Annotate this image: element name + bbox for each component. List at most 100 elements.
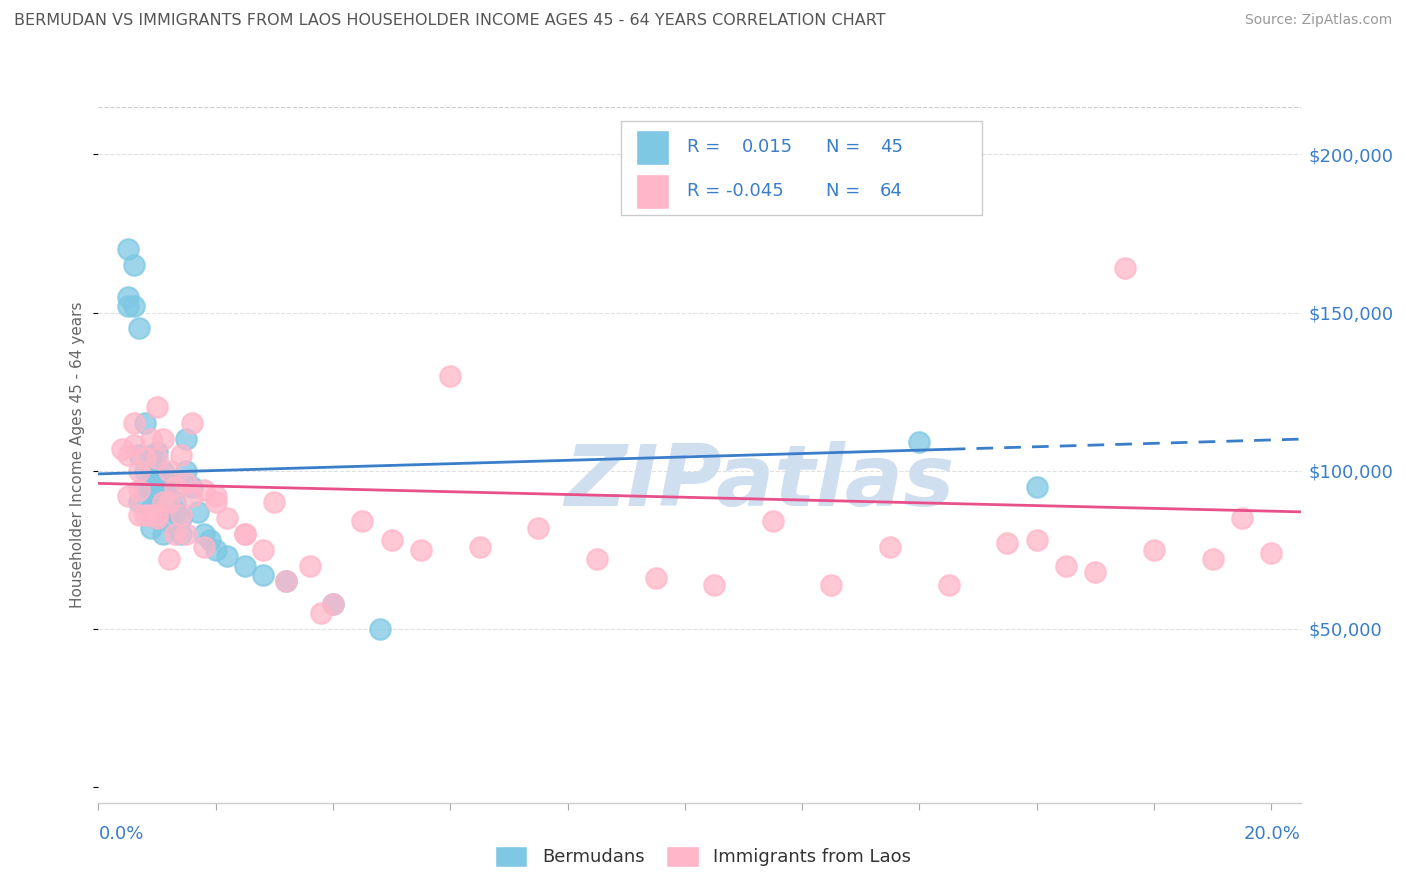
Point (263, 495, 285, 509)
Point (176, 464, 198, 478)
Point (703, 577, 725, 591)
Point (111, 442, 134, 456)
Point (193, 527, 215, 541)
Point (146, 508, 169, 522)
Point (128, 508, 150, 522)
Point (134, 508, 156, 522)
Point (198, 533, 221, 548)
Point (252, 542, 274, 557)
Y-axis label: Householder Income Ages 45 - 64 years: Householder Income Ages 45 - 64 years (70, 301, 86, 608)
Point (163, 495, 186, 509)
Point (274, 574, 297, 589)
FancyBboxPatch shape (636, 174, 669, 209)
Point (1084, 565, 1107, 579)
Point (117, 243, 139, 257)
Point (644, 571, 666, 585)
Point (117, 299, 139, 313)
Point (204, 495, 226, 509)
Point (995, 536, 1018, 550)
Point (908, 435, 931, 450)
Point (586, 552, 609, 566)
Point (152, 432, 174, 446)
Text: 45: 45 (880, 138, 903, 156)
Point (146, 501, 169, 516)
Point (134, 479, 156, 493)
Point (146, 401, 169, 415)
Point (233, 558, 256, 573)
Point (128, 495, 150, 509)
Text: BERMUDAN VS IMMIGRANTS FROM LAOS HOUSEHOLDER INCOME AGES 45 - 64 YEARS CORRELATI: BERMUDAN VS IMMIGRANTS FROM LAOS HOUSEHO… (14, 13, 886, 29)
Point (193, 540, 215, 554)
Point (157, 514, 180, 528)
Point (1201, 552, 1223, 566)
Point (122, 299, 145, 313)
Point (322, 597, 344, 611)
Point (141, 448, 163, 462)
Point (938, 577, 960, 591)
Point (134, 451, 156, 466)
Text: N =: N = (825, 138, 866, 156)
Point (122, 258, 145, 272)
Point (1025, 479, 1047, 493)
Point (141, 521, 163, 535)
Point (252, 568, 274, 582)
Point (193, 483, 215, 497)
Point (368, 622, 391, 636)
Point (128, 448, 150, 462)
Point (163, 505, 186, 519)
Point (233, 527, 256, 541)
Point (217, 511, 239, 525)
Point (128, 321, 150, 335)
Point (157, 495, 180, 509)
Point (163, 479, 186, 493)
Point (169, 527, 191, 541)
Point (1143, 542, 1166, 557)
Point (152, 495, 174, 509)
Point (141, 508, 163, 522)
Text: 64: 64 (880, 182, 903, 201)
Point (187, 505, 209, 519)
FancyBboxPatch shape (636, 130, 669, 165)
Point (381, 533, 404, 548)
Point (527, 521, 550, 535)
Point (181, 479, 204, 493)
Text: N =: N = (825, 182, 866, 201)
Point (204, 489, 226, 503)
Legend: Bermudans, Immigrants from Laos: Bermudans, Immigrants from Laos (488, 838, 918, 874)
Point (146, 511, 169, 525)
Point (134, 464, 156, 478)
Point (322, 597, 344, 611)
Point (309, 606, 332, 620)
Point (762, 514, 785, 528)
Point (146, 486, 169, 500)
Point (468, 540, 491, 554)
Point (352, 514, 374, 528)
Point (146, 470, 169, 484)
Point (134, 417, 156, 431)
Point (117, 489, 139, 503)
Point (152, 479, 174, 493)
Point (117, 448, 139, 462)
Point (122, 417, 145, 431)
Point (146, 444, 169, 458)
Point (141, 432, 163, 446)
Text: 0.015: 0.015 (741, 138, 793, 156)
Point (879, 540, 901, 554)
Text: ZIPatlas: ZIPatlas (564, 442, 955, 524)
Point (409, 542, 432, 557)
Point (169, 511, 191, 525)
Point (176, 432, 198, 446)
Point (439, 368, 461, 383)
Point (204, 542, 226, 557)
Point (1230, 511, 1253, 525)
Point (1054, 558, 1077, 573)
Text: R =: R = (688, 138, 727, 156)
Point (141, 479, 163, 493)
Point (122, 438, 145, 452)
FancyBboxPatch shape (621, 121, 981, 215)
Point (128, 483, 150, 497)
Point (141, 464, 163, 478)
Point (169, 448, 191, 462)
Point (169, 508, 191, 522)
Point (1260, 546, 1282, 560)
